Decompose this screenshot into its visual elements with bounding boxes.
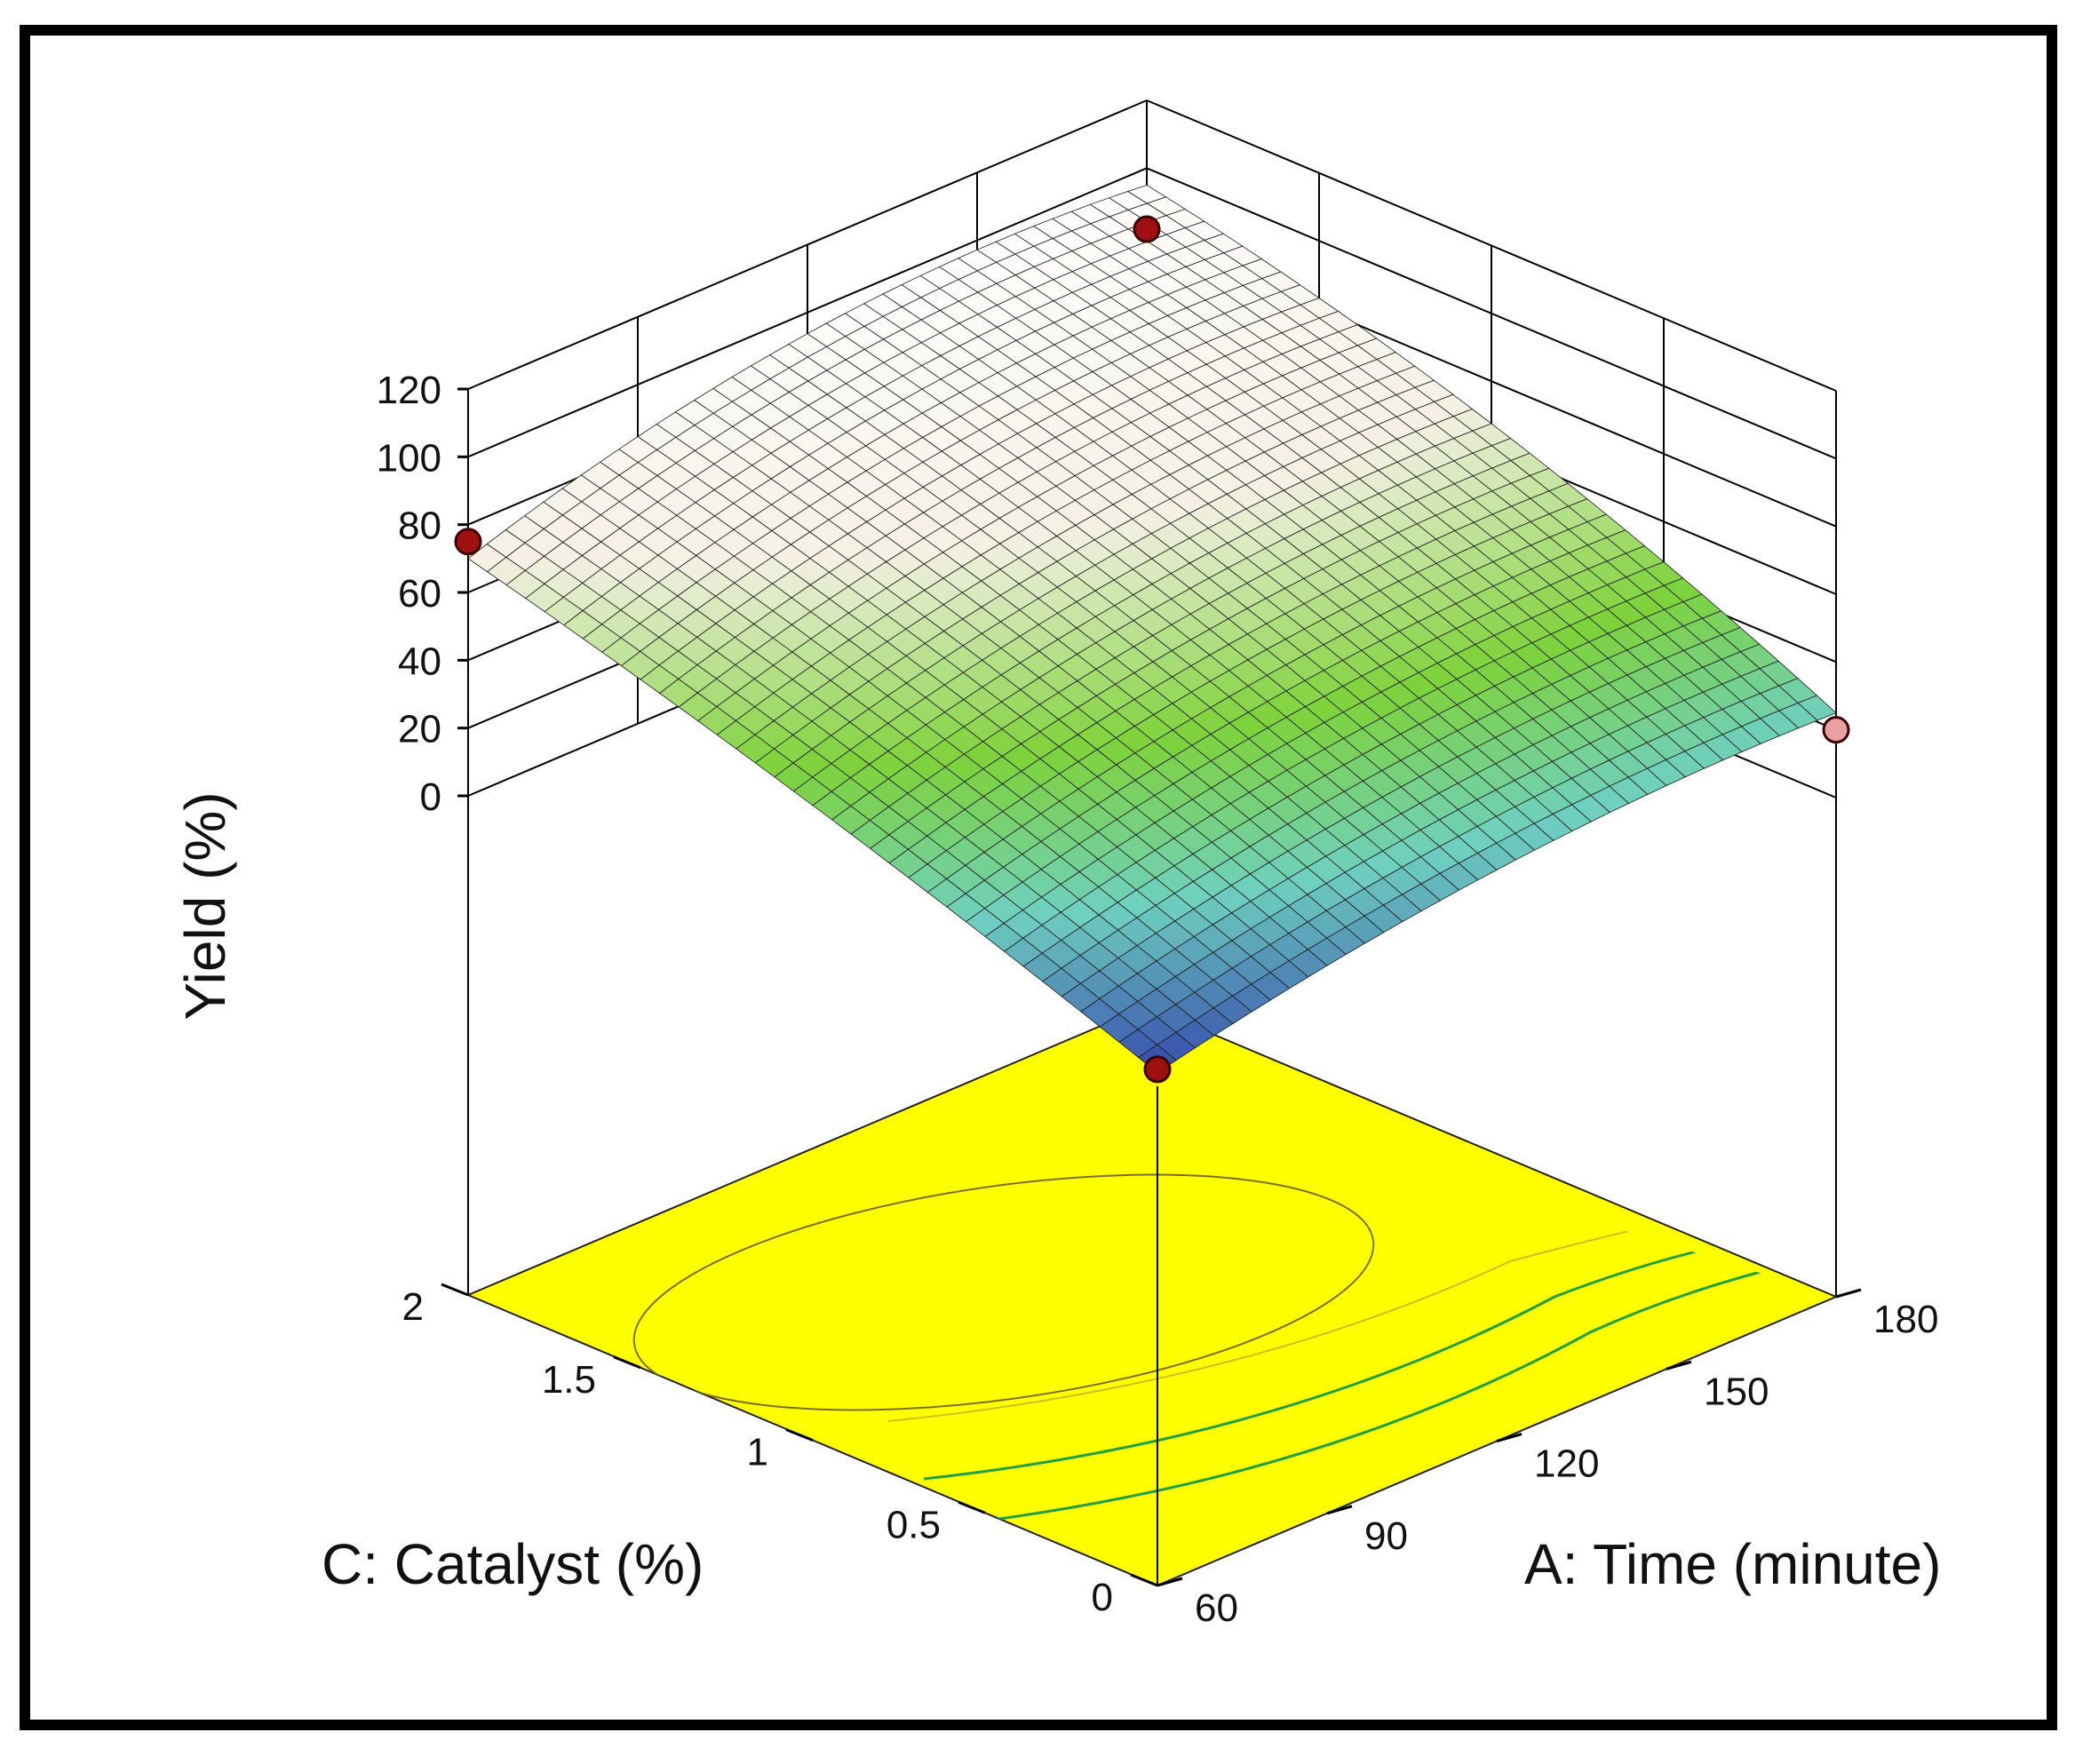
points-layer: [454, 215, 1850, 1084]
z-tick-label: 20: [398, 708, 441, 751]
design-point: [454, 528, 482, 556]
catalyst-axis-tick: [1130, 1573, 1158, 1587]
y-axis-title: C: Catalyst (%): [322, 1532, 704, 1596]
catalyst-tick-label: 0.5: [886, 1503, 941, 1546]
catalyst-tick-label: 0: [1092, 1576, 1113, 1619]
contour-floor: [465, 1005, 1839, 1587]
design-point: [1143, 1055, 1172, 1084]
time-tick-label: 90: [1364, 1514, 1408, 1558]
time-axis-tick: [1835, 1288, 1862, 1299]
x-axis-title: A: Time (minute): [1524, 1532, 1941, 1596]
catalyst-tick-label: 1: [747, 1431, 768, 1474]
z-tick-label: 0: [420, 775, 441, 819]
catalyst-axis-tick: [441, 1283, 469, 1297]
catalyst-axis-tick: [785, 1428, 814, 1442]
z-tick-label: 100: [377, 436, 441, 480]
time-tick-label: 150: [1704, 1370, 1769, 1413]
design-point: [1133, 215, 1161, 243]
catalyst-axis-tick: [958, 1500, 986, 1514]
time-tick-label: 60: [1195, 1586, 1238, 1630]
time-axis-tick: [1326, 1505, 1353, 1515]
time-tick-label: 180: [1873, 1298, 1938, 1341]
z-tick-label: 40: [398, 640, 441, 683]
floor-layer: [465, 1005, 1839, 1587]
contour-line: [985, 1259, 1804, 1522]
catalyst-tick-label: 1.5: [542, 1358, 596, 1402]
catalyst-tick-label: 2: [402, 1285, 424, 1329]
contour-line: [632, 1173, 1375, 1411]
z-axis-title: Yield (%): [173, 791, 237, 1020]
time-axis-tick: [1496, 1433, 1523, 1442]
time-axis-tick: [1666, 1360, 1692, 1371]
catalyst-axis-tick: [613, 1355, 641, 1370]
time-axis-tick: [1157, 1577, 1183, 1587]
surface-layer: [467, 184, 1837, 1074]
z-tick-label: 120: [377, 369, 441, 412]
z-tick-label: 60: [398, 572, 441, 616]
design-point: [1822, 716, 1850, 744]
z-tick-label: 80: [398, 505, 441, 548]
time-tick-label: 120: [1534, 1442, 1599, 1486]
contour-line: [923, 1233, 1777, 1481]
